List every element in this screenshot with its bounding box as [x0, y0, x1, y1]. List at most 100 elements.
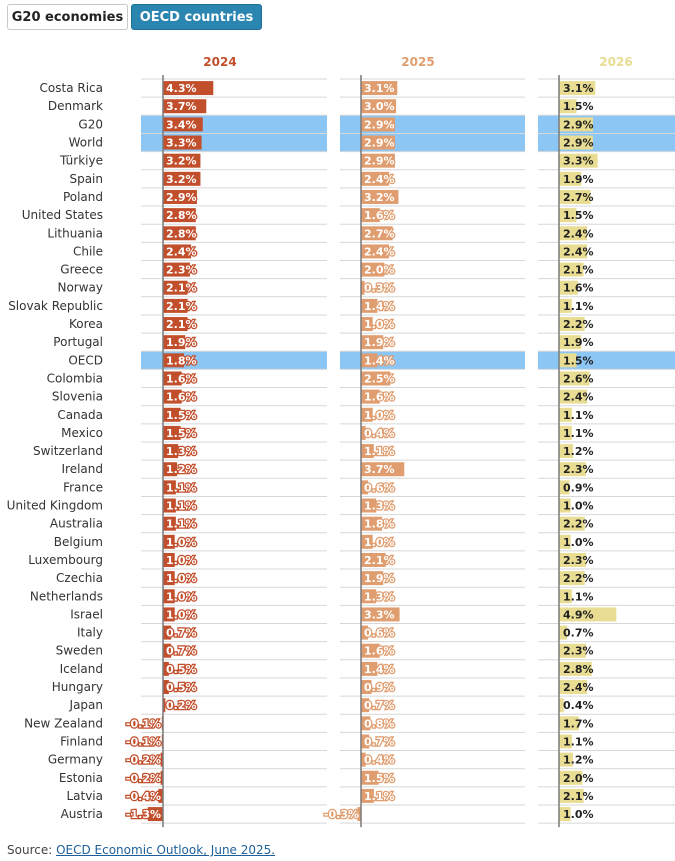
value-label-2025: 2.4% [364, 173, 395, 186]
value-label-2026: 2.2% [563, 518, 594, 531]
country-label: Norway [57, 281, 103, 295]
bar-2026 [559, 625, 568, 640]
value-label-2024: 2.8% [166, 227, 197, 240]
bar-2026 [559, 99, 577, 114]
bar-2026 [559, 81, 596, 96]
bar-2026 [559, 317, 585, 332]
value-label-2025: 0.3% [364, 282, 395, 295]
country-label: Germany [48, 753, 103, 767]
bar-2024 [163, 208, 196, 223]
value-label-2024: 0.2% [166, 699, 197, 712]
value-label-2026: 4.9% [563, 608, 594, 621]
value-label-2026: 2.9% [563, 118, 594, 131]
value-label-2025: 0.8% [364, 717, 395, 730]
value-label-2026: 1.5% [563, 354, 594, 367]
value-label-2026: 0.9% [563, 481, 594, 494]
bar-2024 [163, 571, 175, 586]
country-label: Türkiye [59, 154, 103, 168]
value-label-2024: 3.4% [166, 118, 197, 131]
value-label-2026: 1.9% [563, 173, 594, 186]
value-label-2026: 1.5% [563, 100, 594, 113]
value-label-2024: 1.0% [166, 536, 197, 549]
bar-2026 [559, 752, 574, 767]
bar-2026 [559, 552, 586, 567]
country-label: World [69, 136, 103, 150]
bar-2024 [163, 317, 188, 332]
value-label-2025: -0.3% [324, 808, 359, 821]
tab-oecd-countries[interactable]: OECD countries [131, 4, 262, 30]
bar-2026 [559, 226, 588, 241]
value-label-2024: 1.9% [166, 336, 197, 349]
bar-2026 [559, 208, 577, 223]
value-label-2025: 2.1% [364, 554, 395, 567]
value-label-2026: 2.4% [563, 245, 594, 258]
value-label-2026: 2.0% [563, 772, 594, 785]
bar-2026 [559, 788, 584, 803]
bar-2024 [163, 480, 176, 495]
country-label: Israel [70, 607, 103, 621]
country-label: Estonia [59, 771, 103, 785]
value-label-2026: 2.1% [563, 790, 594, 803]
bar-2026 [559, 661, 592, 676]
bar-2026 [559, 462, 586, 477]
year-header-2026: 2026 [599, 55, 632, 69]
bar-2024 [163, 498, 176, 513]
bar-2024 [163, 643, 172, 658]
value-label-2025: 1.1% [364, 790, 395, 803]
bar-2025 [357, 807, 361, 822]
value-label-2026: 2.9% [563, 137, 594, 150]
value-label-2025: 3.2% [364, 191, 395, 204]
value-label-2026: 2.2% [563, 572, 594, 585]
value-label-2025: 2.7% [364, 227, 395, 240]
country-label: Spain [69, 172, 103, 186]
bar-2024 [163, 625, 172, 640]
value-label-2025: 1.9% [364, 572, 395, 585]
value-label-2025: 2.0% [364, 264, 395, 277]
year-header-2025: 2025 [401, 55, 434, 69]
value-label-2026: 2.3% [563, 554, 594, 567]
bar-2025 [361, 716, 371, 731]
country-label: Colombia [47, 371, 103, 385]
value-label-2024: 1.1% [166, 518, 197, 531]
highlight-band [141, 351, 327, 370]
bar-2025 [361, 353, 378, 368]
value-label-2025: 3.1% [364, 82, 395, 95]
bar-2026 [559, 335, 582, 350]
country-label: OECD [68, 353, 103, 367]
bar-2024 [163, 407, 181, 422]
country-label: G20 [78, 117, 103, 131]
bar-2025 [361, 425, 366, 440]
value-label-2024: 2.4% [166, 245, 197, 258]
bar-2025 [361, 770, 379, 785]
bar-2026 [559, 589, 572, 604]
tab-g20-economies[interactable]: G20 economies [7, 4, 128, 30]
bar-2024 [163, 189, 197, 204]
value-label-2025: 3.7% [364, 463, 395, 476]
bar-2024 [163, 135, 202, 150]
bar-2024 [163, 516, 176, 531]
value-label-2025: 0.4% [364, 754, 395, 767]
country-label: Australia [50, 517, 103, 531]
bar-2025 [361, 208, 380, 223]
value-label-2024: 1.1% [166, 481, 197, 494]
value-label-2025: 1.6% [364, 209, 395, 222]
value-label-2026: 2.4% [563, 227, 594, 240]
bar-2025 [361, 607, 400, 622]
country-label: United States [22, 208, 103, 222]
value-label-2026: 2.4% [563, 391, 594, 404]
country-label: Chile [73, 244, 103, 258]
country-label: Slovenia [52, 390, 103, 404]
bar-2024 [163, 353, 185, 368]
value-label-2025: 2.9% [364, 118, 395, 131]
value-label-2025: 1.3% [364, 500, 395, 513]
value-label-2026: 2.4% [563, 681, 594, 694]
value-label-2024: 1.0% [166, 572, 197, 585]
value-label-2026: 0.7% [563, 627, 594, 640]
bar-2024 [163, 589, 175, 604]
source-link[interactable]: OECD Economic Outlook, June 2025. [56, 843, 276, 857]
bar-2025 [361, 734, 370, 749]
value-label-2025: 0.4% [364, 427, 395, 440]
value-label-2026: 0.4% [563, 699, 594, 712]
source-prefix: Source: [7, 843, 57, 857]
bar-2025 [361, 788, 374, 803]
